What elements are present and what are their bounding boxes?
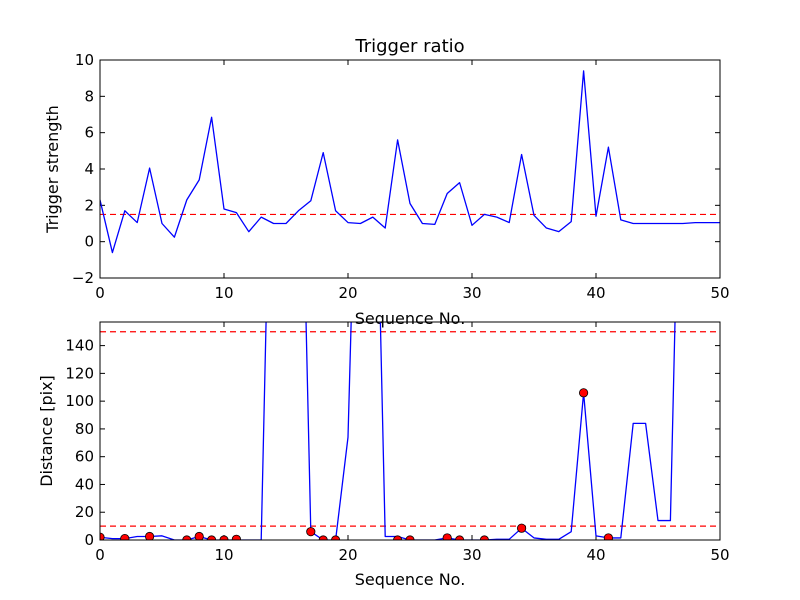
y-tick-label: 10 (75, 51, 94, 69)
y-tick-label: 40 (75, 475, 94, 493)
y-tick-label: 80 (75, 420, 94, 438)
top-plot-ylabel: Trigger strength (43, 105, 62, 234)
bottom-plot-frame (99, 321, 721, 541)
y-tick-label: 0 (84, 531, 94, 549)
bottom-plot-ylabel: Distance [pix] (37, 375, 56, 487)
data-point-marker (231, 534, 241, 540)
x-tick-label: 0 (95, 284, 105, 302)
bottom-plot-xlabel: Sequence No. (355, 570, 466, 589)
x-tick-label: 20 (338, 546, 357, 564)
x-tick-label: 20 (338, 284, 357, 302)
y-tick-label: 2 (84, 196, 94, 214)
data-point-marker (306, 527, 316, 537)
data-point-marker (442, 533, 452, 540)
y-tick-label: 0 (84, 233, 94, 251)
y-tick-label: 4 (84, 160, 94, 178)
top-plot-title: Trigger ratio (354, 36, 464, 57)
y-tick-label: −2 (72, 269, 94, 287)
x-tick-label: 30 (462, 284, 481, 302)
data-point-marker (145, 531, 155, 540)
x-tick-label: 40 (586, 546, 605, 564)
data-point-marker (603, 533, 613, 540)
data-point-marker (516, 523, 527, 533)
top-plot-frame (99, 59, 721, 279)
top-plot-xlabel: Sequence No. (355, 309, 466, 328)
x-tick-label: 30 (462, 546, 481, 564)
x-tick-label: 40 (586, 284, 605, 302)
y-tick-label: 20 (75, 503, 94, 521)
x-tick-label: 10 (214, 546, 233, 564)
bottom-plot: Distance [pix] Sequence No. 0 10 20 30 40 50 0… (37, 321, 730, 589)
y-tick-label: 6 (84, 124, 94, 142)
y-tick-label: 60 (75, 448, 94, 466)
x-tick-label: 50 (710, 284, 729, 302)
data-point-marker (578, 388, 589, 398)
x-tick-label: 50 (710, 546, 729, 564)
y-tick-label: 100 (65, 392, 94, 410)
series-line (100, 322, 676, 540)
y-tick-label: 140 (65, 337, 94, 355)
y-tick-label: 120 (65, 364, 94, 382)
y-tick-label: 8 (84, 87, 94, 105)
data-point-marker (120, 534, 130, 540)
top-plot: Trigger ratio Trigger strength Sequence … (43, 36, 730, 328)
x-tick-label: 10 (214, 284, 233, 302)
series-line (100, 70, 720, 254)
data-point-marker (194, 531, 204, 540)
x-tick-label: 0 (95, 546, 105, 564)
